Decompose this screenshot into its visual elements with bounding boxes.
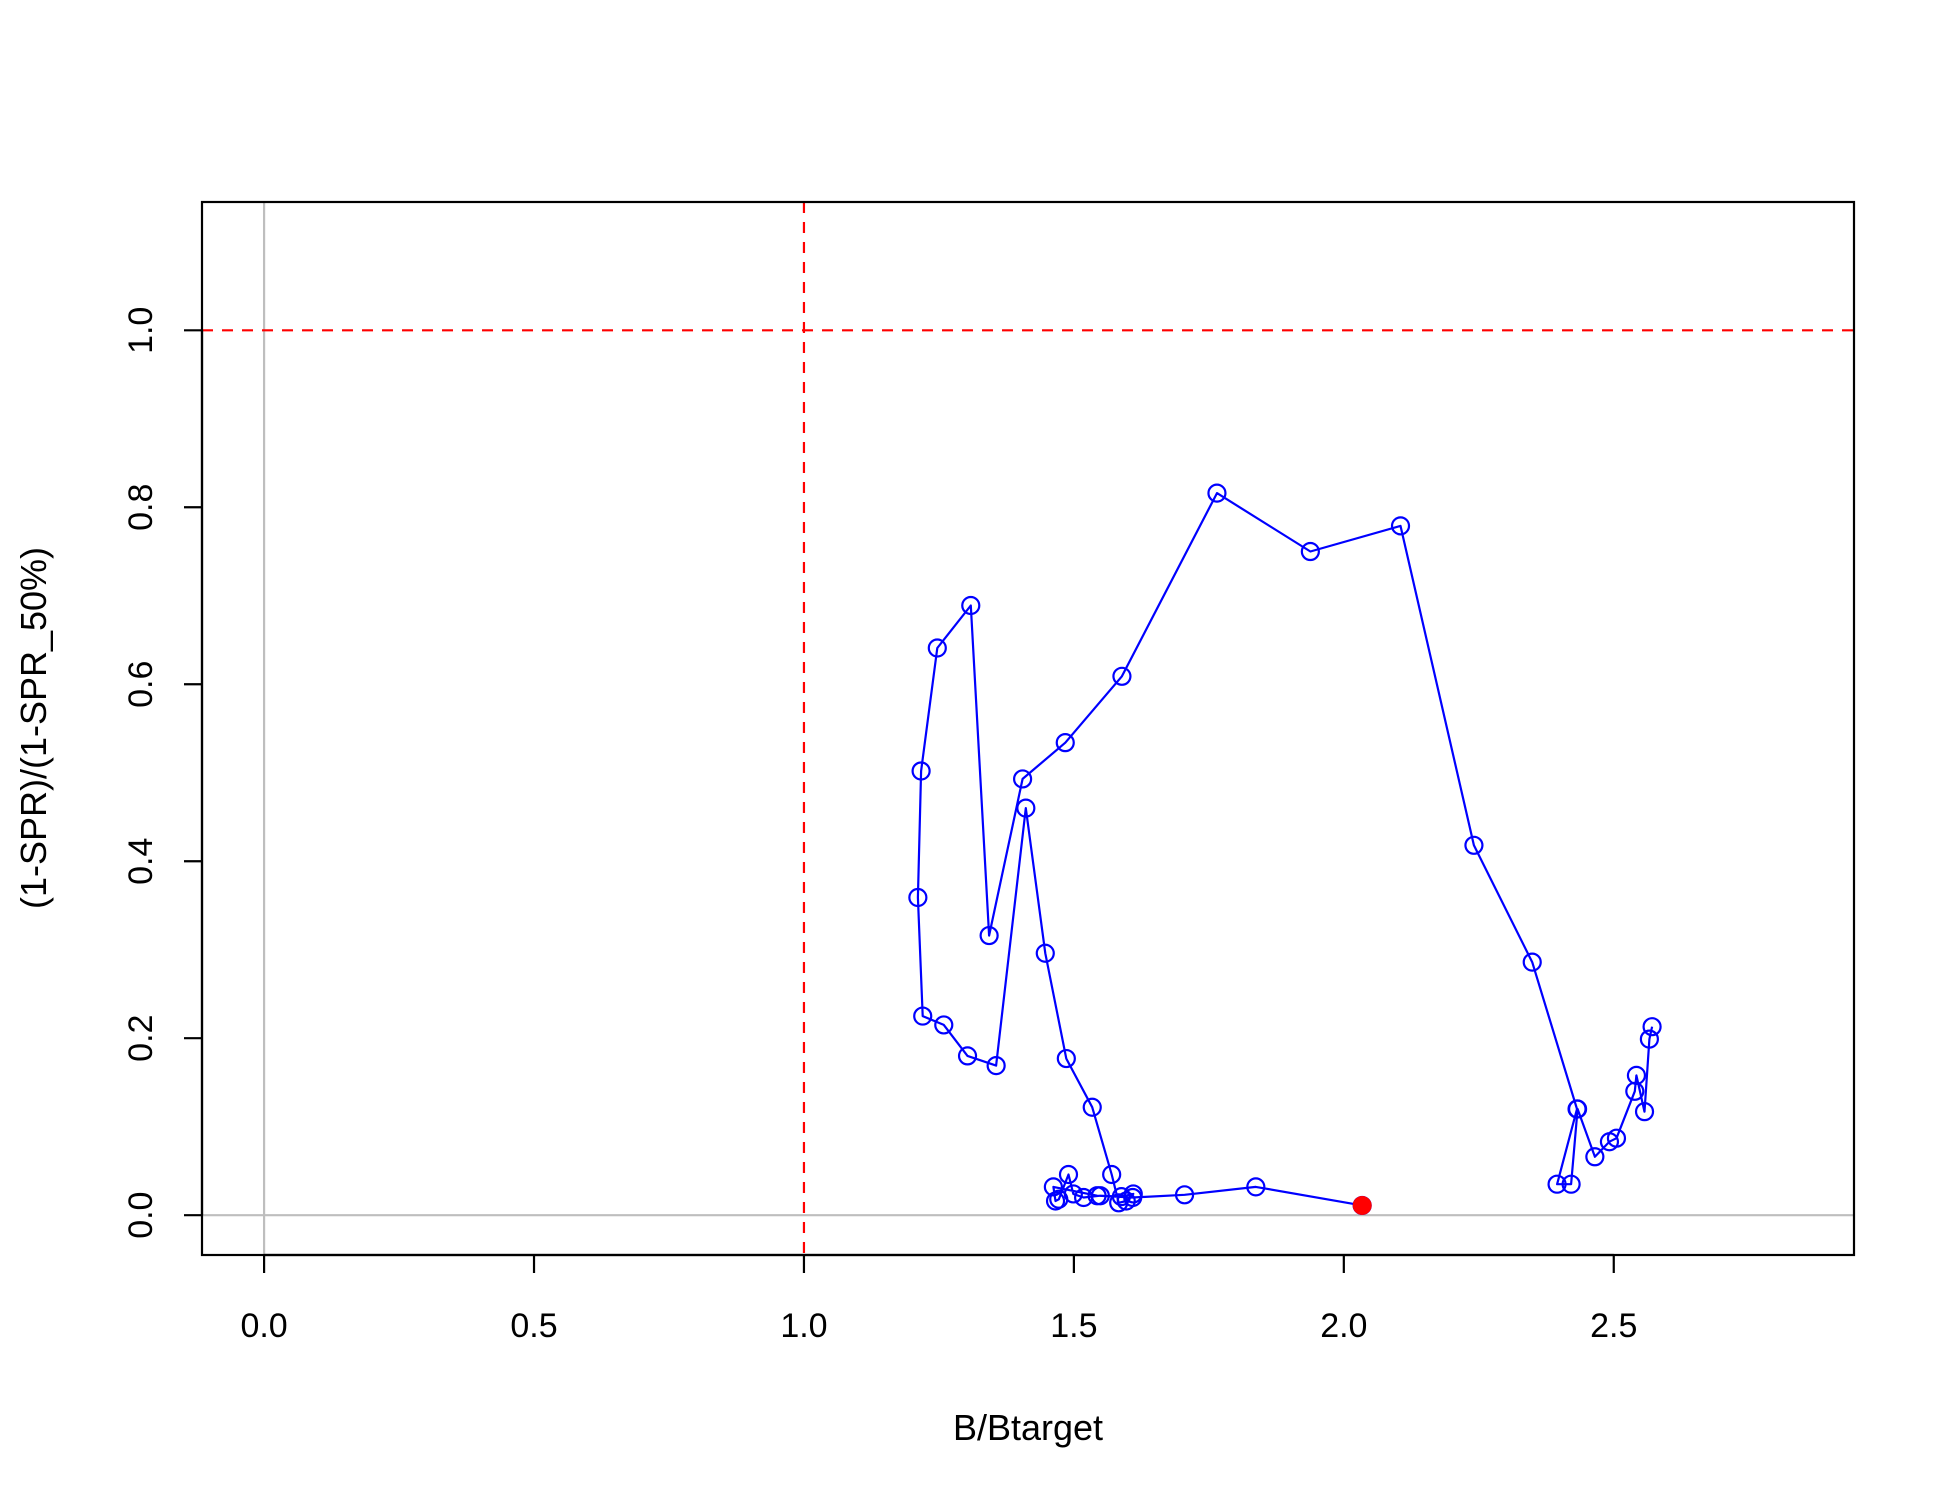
x-axis-label: B/Btarget xyxy=(953,1407,1103,1448)
x-tick-label: 2.5 xyxy=(1590,1307,1637,1345)
data-point xyxy=(1639,1029,1659,1049)
series-layer xyxy=(908,483,1662,1216)
plot-frame xyxy=(200,200,1856,1257)
x-axis: 0.0 0.5 1.0 1.5 2.0 2.5 xyxy=(240,1253,1637,1345)
y-tick-label: 0.8 xyxy=(122,484,160,531)
data-point xyxy=(1074,1187,1094,1208)
x-tick-label: 0.5 xyxy=(510,1307,557,1345)
data-point xyxy=(1111,1186,1131,1207)
data-point xyxy=(1043,1177,1063,1197)
data-point xyxy=(1642,1017,1662,1037)
data-point xyxy=(1035,943,1055,963)
data-point xyxy=(1246,1177,1266,1197)
data-point xyxy=(927,638,947,658)
data-point xyxy=(1016,798,1036,818)
data-point xyxy=(1634,1102,1655,1122)
x-tick-label: 1.5 xyxy=(1050,1307,1097,1345)
y-tick-label: 1.0 xyxy=(122,307,160,354)
data-point xyxy=(1464,835,1484,855)
data-point xyxy=(1300,541,1320,562)
data-point xyxy=(1561,1174,1581,1194)
series-line xyxy=(916,492,1654,1207)
y-axis-label: (1-SPR)/(1-SPR_50%) xyxy=(13,547,54,909)
data-point xyxy=(1567,1099,1587,1119)
y-tick-label: 0.6 xyxy=(122,661,160,708)
data-point xyxy=(1585,1147,1605,1167)
data-point xyxy=(1055,733,1075,753)
data-point xyxy=(961,595,981,616)
data-point xyxy=(1058,1164,1079,1185)
data-point xyxy=(1123,1187,1143,1208)
x-tick-label: 0.0 xyxy=(240,1307,287,1345)
data-point xyxy=(1390,516,1411,536)
data-point xyxy=(1102,1164,1122,1185)
data-point xyxy=(1599,1132,1620,1152)
highlight-point xyxy=(1352,1195,1372,1215)
data-point xyxy=(908,887,928,908)
data-point xyxy=(934,1015,954,1035)
y-tick-label: 0.4 xyxy=(122,838,160,885)
data-point xyxy=(1013,769,1033,789)
data-point xyxy=(911,761,931,781)
x-tick-label: 2.0 xyxy=(1320,1307,1367,1345)
y-axis: 0.0 0.2 0.4 0.6 0.8 1.0 xyxy=(122,307,204,1239)
data-point xyxy=(979,925,999,946)
data-point xyxy=(1625,1081,1645,1101)
x-tick-label: 1.0 xyxy=(780,1307,827,1345)
reference-lines xyxy=(202,202,1854,1255)
data-point xyxy=(1547,1174,1567,1194)
data-point xyxy=(957,1046,978,1066)
data-point xyxy=(1174,1185,1195,1205)
data-point xyxy=(986,1056,1006,1076)
data-point xyxy=(1087,1186,1107,1206)
data-point xyxy=(1045,1191,1066,1211)
y-tick-label: 0.0 xyxy=(122,1192,160,1239)
data-point xyxy=(1207,483,1227,503)
data-point xyxy=(1112,666,1132,686)
y-tick-label: 0.2 xyxy=(122,1015,160,1062)
data-point xyxy=(913,1006,933,1026)
data-point xyxy=(1522,952,1542,972)
data-point xyxy=(1082,1097,1102,1117)
data-point xyxy=(1056,1048,1076,1069)
